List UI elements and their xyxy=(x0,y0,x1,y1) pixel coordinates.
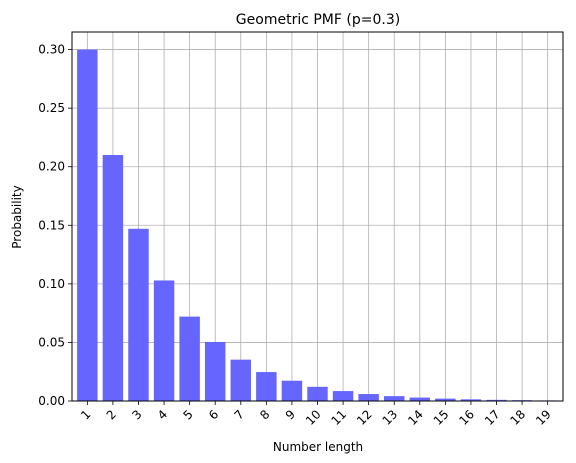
x-tick-label: 19 xyxy=(533,407,554,428)
x-tick-label: 12 xyxy=(354,407,375,428)
grid-lines xyxy=(72,32,563,402)
y-tick-label: 0.20 xyxy=(38,160,65,174)
bar xyxy=(358,394,379,401)
x-tick-label: 2 xyxy=(104,407,119,422)
x-tick-label: 1 xyxy=(78,407,93,422)
x-tick-label: 15 xyxy=(431,407,452,428)
chart-title: Geometric PMF (p=0.3) xyxy=(236,12,400,28)
bar xyxy=(383,396,405,401)
x-tick-label: 16 xyxy=(456,407,477,428)
y-tick-label: 0.00 xyxy=(38,394,65,408)
x-tick-label: 9 xyxy=(283,407,298,422)
x-tick-label: 6 xyxy=(206,407,221,422)
x-tick-label: 10 xyxy=(303,407,324,428)
x-tick-label: 18 xyxy=(507,407,528,428)
bars xyxy=(77,49,558,401)
bar xyxy=(460,399,482,401)
y-tick-label: 0.10 xyxy=(38,277,65,291)
y-tick-label: 0.25 xyxy=(38,101,65,115)
bar xyxy=(77,49,98,401)
bar xyxy=(102,155,124,401)
x-tick-label: 3 xyxy=(129,407,144,422)
y-axis-label: Probability xyxy=(10,185,24,248)
x-tick-label: 5 xyxy=(180,407,195,422)
y-tick-label: 0.05 xyxy=(38,335,65,349)
x-tick-label: 14 xyxy=(405,407,426,428)
bar xyxy=(409,397,431,401)
x-tick-label: 8 xyxy=(257,407,272,422)
bar xyxy=(332,391,354,401)
bar xyxy=(486,399,507,401)
x-tick-label: 4 xyxy=(155,407,170,422)
bar xyxy=(307,386,328,401)
bar xyxy=(435,398,456,401)
bar xyxy=(128,228,149,401)
bar xyxy=(281,380,303,401)
x-tick-label: 11 xyxy=(328,407,349,428)
y-tick-label: 0.15 xyxy=(38,218,65,232)
x-tick-label: 13 xyxy=(380,407,401,428)
bar xyxy=(230,359,252,401)
x-axis-label: Number length xyxy=(273,440,363,454)
bar xyxy=(179,316,200,401)
x-tick-label: 17 xyxy=(482,407,503,428)
y-tick-label: 0.30 xyxy=(38,43,65,57)
bar xyxy=(153,280,175,401)
bar xyxy=(204,341,226,401)
bar xyxy=(256,372,277,401)
x-tick-label: 7 xyxy=(232,407,247,422)
